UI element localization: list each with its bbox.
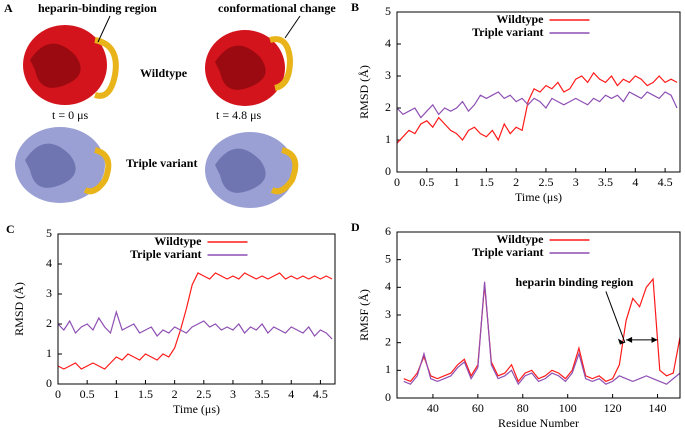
panel: B 0 0.5 1 1.5 2 2.5 3 3.5 4 4.5 0 1 2 3 4 5 Time (μs) RMSD… <box>351 0 681 204</box>
x-tick-label: 2.5 <box>538 175 553 189</box>
data-line <box>403 277 681 383</box>
x-tick-label: 3 <box>573 175 579 189</box>
arrow <box>284 15 301 39</box>
x-tick-label: 2.5 <box>196 387 211 401</box>
plot-frame <box>396 11 681 173</box>
panel-label: C <box>6 222 15 236</box>
y-axis-label: RMSD (Å) <box>357 65 371 119</box>
y-tick-label: 1 <box>385 132 391 146</box>
arrow <box>605 291 626 343</box>
panel: C 0 0.5 1 1.5 2 2.5 3 3.5 4 4.5 0 1 2 3 4 5 Time (μs) RMSD… <box>6 222 336 416</box>
x-tick-label: 4 <box>632 175 638 189</box>
y-tick-label: 2 <box>385 334 391 348</box>
plot-frame <box>396 231 681 399</box>
panel-label: A <box>4 1 13 15</box>
x-tick-label: 2 <box>513 175 519 189</box>
y-tick-label: 3 <box>385 68 391 82</box>
y-tick-label: 0 <box>46 376 52 390</box>
x-tick-label: 80 <box>517 401 529 415</box>
y-tick-label: 0 <box>385 390 391 404</box>
panel-label: B <box>351 0 359 14</box>
y-tick-label: 1 <box>46 346 52 360</box>
data-line <box>396 71 678 144</box>
legend-label: Triple variant <box>472 245 543 259</box>
panel-a: A heparin-binding region conformational … <box>4 1 336 208</box>
x-tick-label: 1 <box>454 175 460 189</box>
y-tick-label: 5 <box>385 4 391 18</box>
y-tick-label: 3 <box>385 307 391 321</box>
x-tick-label: 120 <box>604 401 622 415</box>
x-axis-label: Time (μs) <box>515 190 562 204</box>
x-axis-label: Time (μs) <box>173 402 220 416</box>
loop <box>269 36 294 91</box>
legend-label: Triple variant <box>130 247 201 261</box>
y-tick-label: 4 <box>46 256 52 270</box>
x-tick-label: 60 <box>472 401 484 415</box>
annotation: heparin-binding region <box>38 1 157 15</box>
x-tick-label: 100 <box>559 401 577 415</box>
legend-label: Triple variant <box>472 25 543 39</box>
protein-ribbon <box>215 45 266 90</box>
x-tick-label: 2 <box>172 387 178 401</box>
x-tick-label: 0 <box>394 175 400 189</box>
protein-ribbon <box>215 148 266 193</box>
y-tick-label: 0 <box>385 164 391 178</box>
annotation: conformational change <box>218 1 336 15</box>
y-tick-label: 4 <box>385 279 391 293</box>
label: t = 4.8 μs <box>216 108 262 122</box>
y-tick-label: 1 <box>385 362 391 376</box>
data-line <box>57 272 333 370</box>
x-axis-label: Residue Number <box>498 416 579 428</box>
label: t = 0 μs <box>52 108 89 122</box>
x-tick-label: 0.5 <box>80 387 95 401</box>
protein-ribbon <box>30 43 81 88</box>
x-tick-label: 0.5 <box>419 175 434 189</box>
legend-label: Wildtype <box>496 232 544 246</box>
y-tick-label: 2 <box>46 316 52 330</box>
arrow <box>97 15 111 43</box>
y-tick-label: 4 <box>385 36 391 50</box>
data-line <box>403 281 681 386</box>
annotation: heparin binding region <box>516 275 634 289</box>
x-tick-label: 3 <box>230 387 236 401</box>
loop <box>94 37 119 99</box>
y-tick-label: 5 <box>46 226 52 240</box>
legend-label: Wildtype <box>496 12 544 26</box>
y-axis-label: RMSD (Å) <box>12 282 26 336</box>
y-tick-label: 2 <box>385 100 391 114</box>
x-tick-label: 140 <box>649 401 667 415</box>
protein-ribbon <box>25 143 76 188</box>
data-line <box>57 309 333 340</box>
legend-label: Wildtype <box>154 234 202 248</box>
x-tick-label: 4 <box>288 387 294 401</box>
x-tick-label: 0 <box>55 387 61 401</box>
plot-frame <box>57 233 336 385</box>
y-tick-label: 6 <box>385 224 391 238</box>
panel-label: D <box>351 220 360 234</box>
x-tick-label: 40 <box>427 401 439 415</box>
x-tick-label: 1 <box>113 387 119 401</box>
loop <box>270 147 299 195</box>
loop <box>83 147 112 195</box>
y-tick-label: 3 <box>46 286 52 300</box>
x-tick-label: 3.5 <box>255 387 270 401</box>
label: Wildtype <box>140 66 188 80</box>
x-tick-label: 4.5 <box>658 175 673 189</box>
arrow-head <box>617 338 625 345</box>
panel: D 40 60 80 100 120 140 0 1 2 3 4 5 6 Residue Number RMS… <box>351 220 681 428</box>
y-tick-label: 5 <box>385 251 391 265</box>
x-tick-label: 4.5 <box>313 387 328 401</box>
y-axis-label: RMSF (Å) <box>357 289 371 341</box>
data-line <box>396 91 678 119</box>
label: Triple variant <box>126 156 197 170</box>
x-tick-label: 3.5 <box>598 175 613 189</box>
x-tick-label: 1.5 <box>138 387 153 401</box>
x-tick-label: 1.5 <box>479 175 494 189</box>
